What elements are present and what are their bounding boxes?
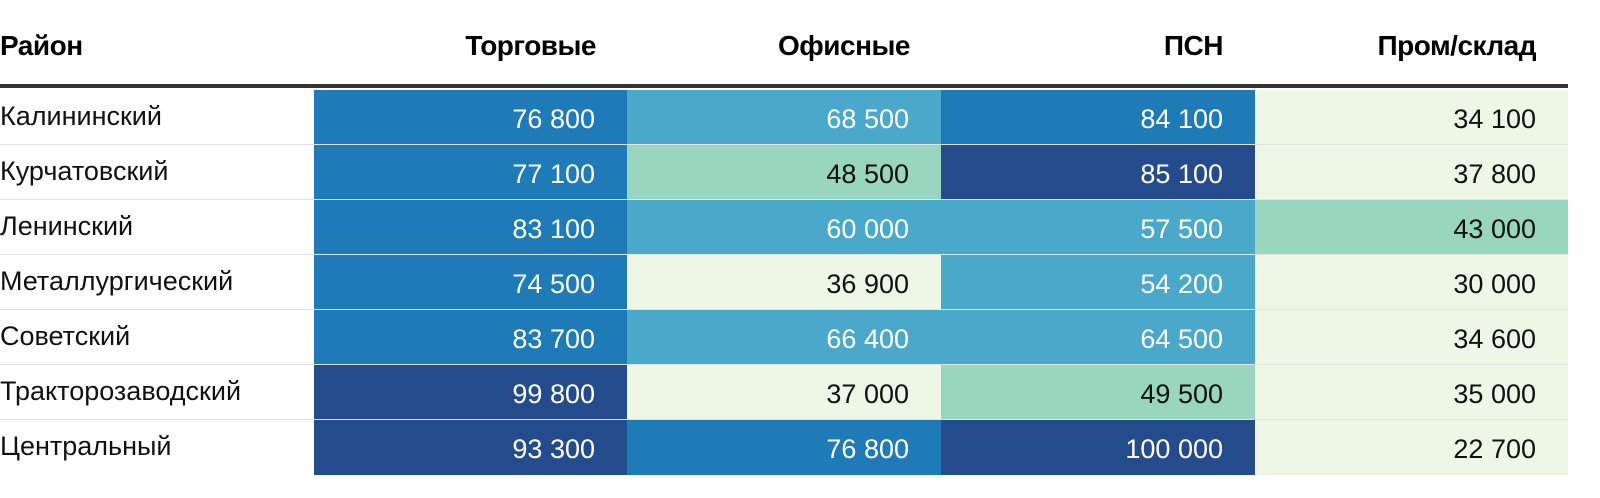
row-divider — [0, 364, 1568, 365]
header-district: Район — [0, 30, 83, 61]
table-row: Центральный 93 300 76 800 100 000 22 700 — [0, 420, 1568, 475]
value-cell: 83 700 — [314, 310, 627, 365]
value-cell: 85 100 — [941, 145, 1255, 200]
value-cell: 37 000 — [627, 365, 941, 420]
row-divider — [0, 144, 1568, 145]
value-cell: 54 200 — [941, 255, 1255, 310]
table-row: Ленинский 83 100 60 000 57 500 43 000 — [0, 200, 1568, 255]
table-row: Курчатовский 77 100 48 500 85 100 37 800 — [0, 145, 1568, 200]
header-column-3: ПСН — [1163, 30, 1224, 61]
value-cell: 74 500 — [314, 255, 627, 310]
value-cell: 36 900 — [627, 255, 941, 310]
value-cell: 60 000 — [627, 200, 941, 255]
row-divider — [0, 199, 1568, 200]
district-label: Ленинский — [0, 211, 134, 241]
value-cell: 30 000 — [1255, 255, 1568, 310]
district-label: Тракторозаводский — [0, 376, 242, 406]
header-column-1: Торговые — [465, 30, 596, 61]
value-cell: 76 800 — [627, 420, 941, 475]
value-cell: 48 500 — [627, 145, 941, 200]
table-row: Советский 83 700 66 400 64 500 34 600 — [0, 310, 1568, 365]
district-label: Металлургический — [0, 266, 234, 296]
value-cell: 64 500 — [941, 310, 1255, 365]
district-label: Центральный — [0, 431, 172, 461]
value-cell: 83 100 — [314, 200, 627, 255]
value-cell: 84 100 — [941, 90, 1255, 145]
row-divider — [0, 254, 1568, 255]
value-cell: 68 500 — [627, 90, 941, 145]
value-cell: 93 300 — [314, 420, 627, 475]
header-column-2: Офисные — [778, 30, 910, 61]
table-row: Тракторозаводский 99 800 37 000 49 500 35 00… — [0, 365, 1568, 420]
district-label: Калининский — [0, 101, 162, 131]
header-column-4: Пром/склад — [1377, 30, 1536, 61]
table-row: Калининский 76 800 68 500 84 100 34 100 — [0, 90, 1568, 145]
district-label: Курчатовский — [0, 156, 169, 186]
value-cell: 66 400 — [627, 310, 941, 365]
value-cell: 37 800 — [1255, 145, 1568, 200]
value-cell: 43 000 — [1255, 200, 1568, 255]
value-cell: 34 600 — [1255, 310, 1568, 365]
value-cell: 76 800 — [314, 90, 627, 145]
value-cell: 77 100 — [314, 145, 627, 200]
row-divider — [0, 309, 1568, 310]
table-row: Металлургический 74 500 36 900 54 200 30 000 — [0, 255, 1568, 310]
value-cell: 34 100 — [1255, 90, 1568, 145]
value-cell: 99 800 — [314, 365, 627, 420]
value-cell: 22 700 — [1255, 420, 1568, 475]
value-cell: 49 500 — [941, 365, 1255, 420]
table-header: Район Торговые Офисные ПСН Пром/склад — [0, 0, 1568, 88]
district-label: Советский — [0, 321, 131, 351]
row-divider — [0, 419, 1568, 420]
value-cell: 35 000 — [1255, 365, 1568, 420]
value-cell: 57 500 — [941, 200, 1255, 255]
value-cell: 100 000 — [941, 420, 1255, 475]
